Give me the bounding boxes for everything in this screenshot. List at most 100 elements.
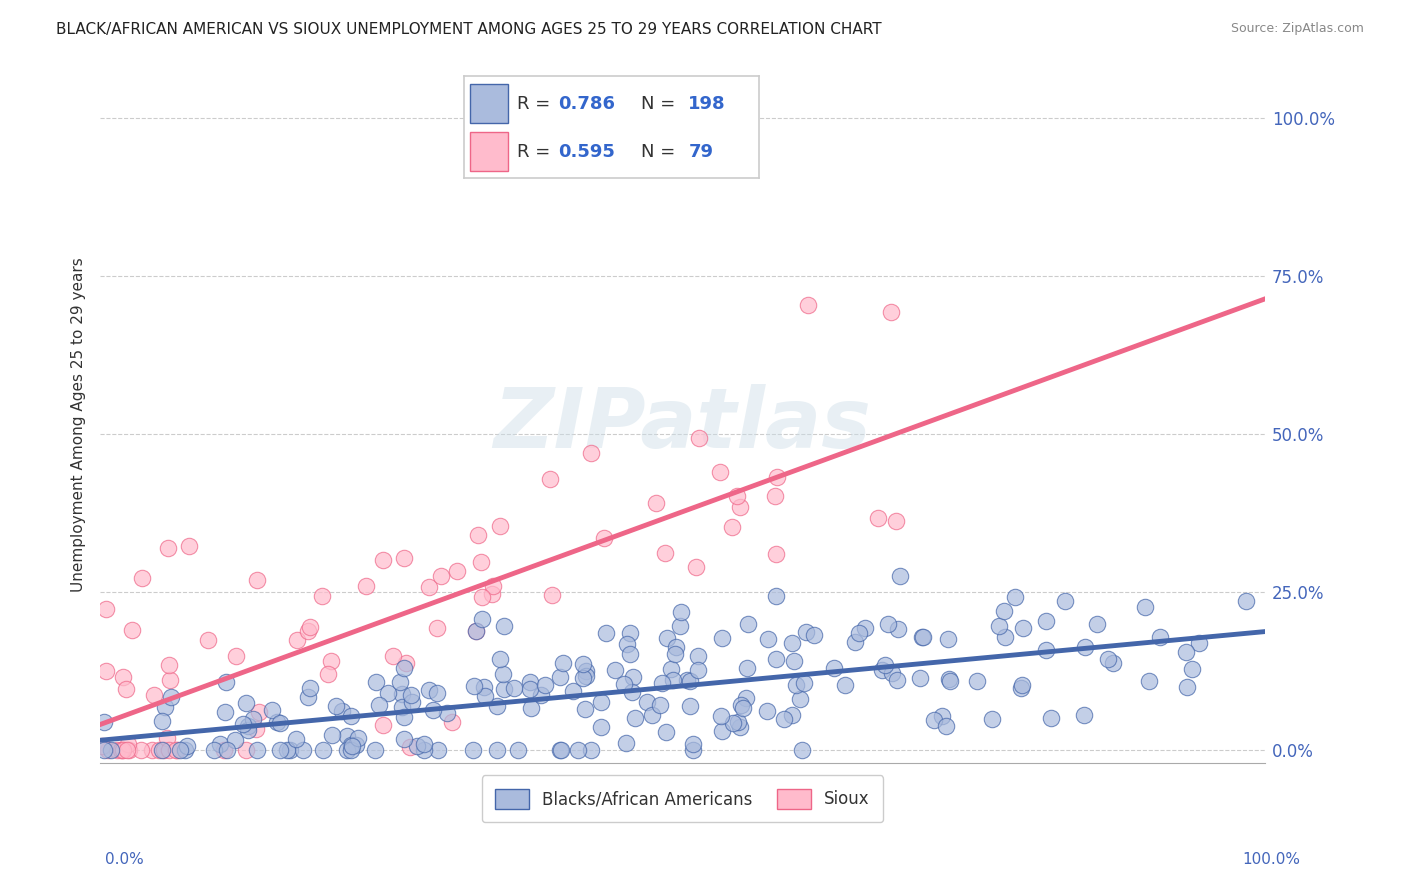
Point — [464, 624, 486, 639]
Point — [278, 743, 301, 757]
Point — [966, 674, 988, 689]
Point — [446, 564, 468, 578]
Point — [364, 743, 387, 757]
Point — [238, 719, 260, 733]
Point — [467, 528, 489, 542]
Point — [325, 698, 347, 713]
Point — [129, 743, 152, 757]
Point — [391, 700, 413, 714]
Point — [418, 580, 440, 594]
Point — [803, 627, 825, 641]
Point — [758, 632, 780, 647]
Point — [232, 716, 254, 731]
Point — [165, 743, 187, 757]
Point — [405, 739, 427, 754]
Point — [395, 656, 418, 670]
Point — [866, 511, 889, 525]
Point — [1188, 636, 1211, 650]
Point — [344, 738, 367, 752]
Text: 79: 79 — [689, 143, 713, 161]
Point — [572, 657, 595, 672]
Point — [981, 712, 1004, 726]
Point — [118, 743, 141, 757]
Point — [520, 701, 543, 715]
Point — [911, 630, 934, 644]
Point — [94, 664, 117, 678]
Point — [613, 677, 636, 691]
Point — [389, 674, 412, 689]
Point — [709, 465, 731, 479]
FancyBboxPatch shape — [470, 132, 509, 171]
Point — [418, 683, 440, 698]
Point — [391, 687, 413, 701]
Point — [1133, 600, 1156, 615]
Text: ZIPatlas: ZIPatlas — [494, 384, 872, 466]
Point — [492, 618, 515, 632]
Point — [413, 737, 436, 751]
Point — [614, 736, 637, 750]
Point — [157, 541, 180, 556]
Point — [844, 634, 866, 648]
Point — [470, 555, 492, 569]
Point — [260, 703, 283, 717]
Point — [728, 500, 751, 514]
Text: 0.786: 0.786 — [558, 95, 616, 112]
Point — [440, 715, 463, 730]
Point — [727, 715, 749, 730]
Point — [1137, 674, 1160, 689]
Point — [503, 681, 526, 695]
Text: 198: 198 — [689, 95, 725, 112]
Point — [737, 617, 759, 632]
Point — [112, 743, 135, 757]
Point — [340, 739, 363, 754]
Point — [471, 612, 494, 626]
Point — [1181, 662, 1204, 676]
Point — [381, 648, 404, 663]
Point — [534, 678, 557, 692]
Point — [508, 743, 530, 757]
Point — [710, 631, 733, 645]
Legend: Blacks/African Americans, Sioux: Blacks/African Americans, Sioux — [482, 775, 883, 822]
Point — [1149, 630, 1171, 644]
Point — [214, 705, 236, 719]
Point — [100, 743, 122, 757]
Point — [922, 714, 945, 728]
Point — [157, 657, 180, 672]
Point — [368, 698, 391, 712]
Point — [603, 663, 626, 677]
Point — [1085, 616, 1108, 631]
Point — [789, 692, 811, 706]
Point — [90, 739, 112, 754]
Point — [485, 698, 508, 713]
Point — [782, 653, 804, 667]
Text: 0.0%: 0.0% — [105, 852, 145, 867]
Text: BLACK/AFRICAN AMERICAN VS SIOUX UNEMPLOYMENT AMONG AGES 25 TO 29 YEARS CORRELATI: BLACK/AFRICAN AMERICAN VS SIOUX UNEMPLOY… — [56, 22, 882, 37]
Point — [212, 743, 235, 757]
Point — [339, 743, 361, 757]
Text: 0.595: 0.595 — [558, 143, 616, 161]
Point — [173, 743, 195, 757]
Point — [1035, 643, 1057, 657]
Point — [463, 743, 485, 757]
Point — [939, 673, 962, 688]
Point — [111, 670, 134, 684]
Point — [887, 622, 910, 636]
Point — [659, 662, 682, 676]
Point — [111, 743, 134, 757]
Point — [686, 648, 709, 663]
Point — [662, 673, 685, 687]
Point — [765, 589, 787, 603]
Point — [242, 712, 264, 726]
Point — [664, 648, 686, 662]
Point — [153, 743, 176, 757]
Point — [641, 708, 664, 723]
Point — [377, 685, 399, 699]
Point — [426, 743, 449, 757]
Point — [548, 670, 571, 684]
Point — [994, 630, 1017, 644]
Point — [723, 715, 745, 730]
Point — [412, 743, 434, 757]
Point — [235, 743, 257, 757]
Point — [574, 702, 596, 716]
Point — [429, 568, 451, 582]
